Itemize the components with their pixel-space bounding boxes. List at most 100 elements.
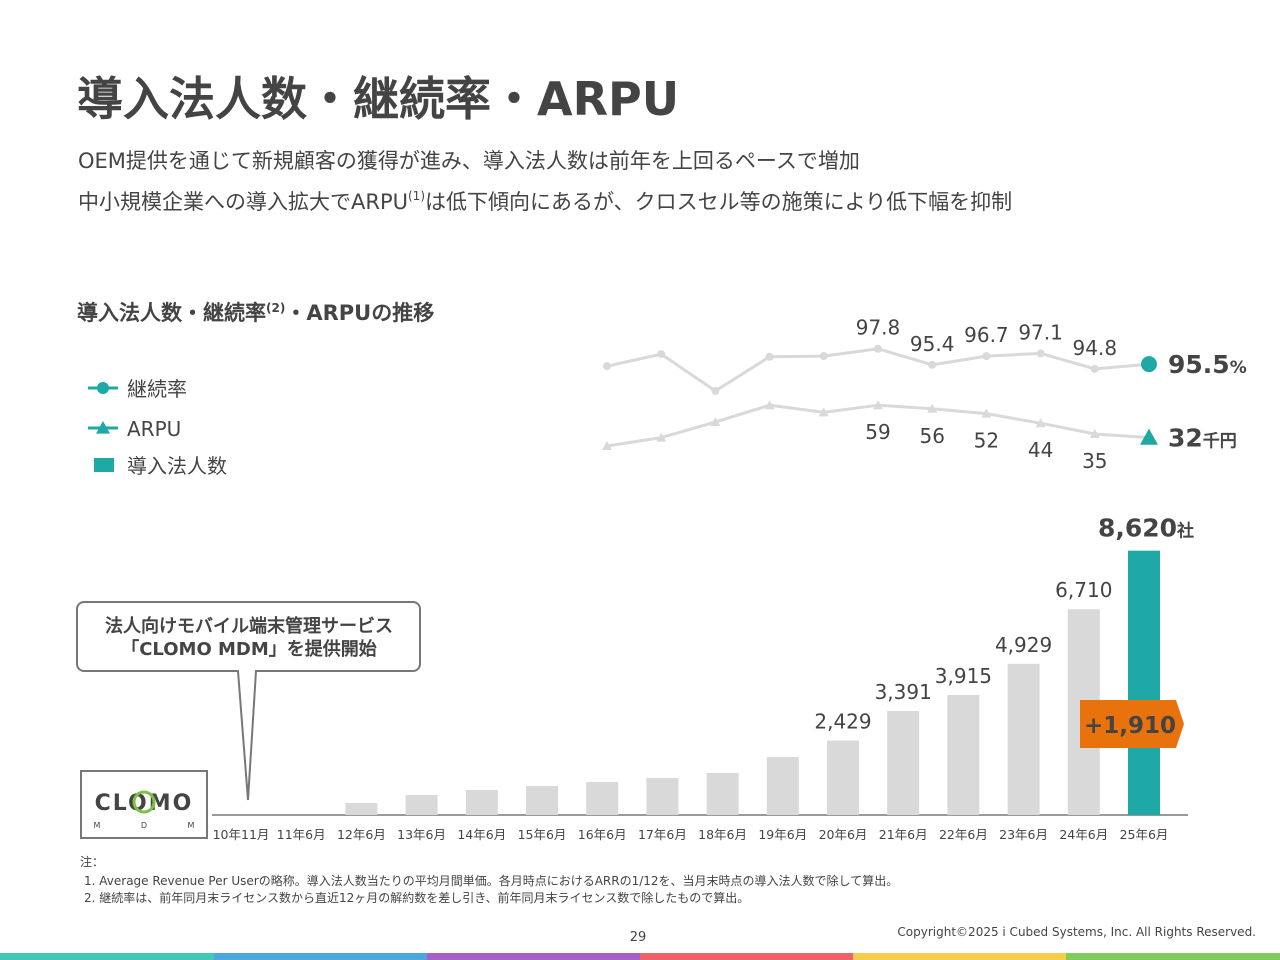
- marker: [657, 350, 666, 359]
- marker: [928, 360, 937, 369]
- logo-letter: M: [188, 821, 195, 830]
- marker: [1089, 429, 1100, 438]
- legend-label: 導入法人数: [127, 454, 227, 478]
- bar: [766, 757, 799, 815]
- marker: [927, 403, 938, 413]
- bar: [887, 711, 920, 815]
- marker: [602, 441, 612, 450]
- line-value-label: 35: [1082, 449, 1107, 473]
- bar: [345, 803, 378, 815]
- x-tick-label: 17年6月: [638, 827, 687, 842]
- stripe: [427, 953, 640, 960]
- marker: [1035, 418, 1046, 428]
- x-tick-label: 11年6月: [277, 827, 326, 842]
- logo-box: [80, 770, 208, 839]
- bar: [586, 782, 619, 815]
- bar-value-label: 8,620社: [1098, 514, 1194, 543]
- x-tick-label: 24年6月: [1059, 827, 1108, 842]
- subtitle-line: 中小規模企業への導入拡大でARPU(1)は低下傾向にあるが、クロスセル等の施策に…: [78, 189, 1012, 214]
- annotation-box: [1080, 700, 1184, 748]
- line-value-label: 97.1: [1018, 320, 1063, 344]
- bar: [646, 778, 679, 815]
- x-tick-label: 10年11月: [213, 827, 270, 842]
- logo-ring: [132, 790, 156, 814]
- marker: [1140, 428, 1158, 445]
- line-value-label: 59: [865, 420, 890, 444]
- superscript: (1): [408, 189, 425, 203]
- line-value-label: 52: [974, 429, 999, 453]
- chart-title: 導入法人数・継続率(2)・ARPUの推移: [77, 301, 434, 325]
- line-value-label: 97.8: [856, 316, 901, 340]
- marker: [1036, 349, 1045, 358]
- plot: 10年11月 11年6月 12年6月 13年6月 14年6月 15年6月 16年6月 17年6…: [88, 316, 1247, 842]
- legend-marker: [96, 421, 110, 434]
- line-value-label: 95.4: [910, 332, 955, 356]
- x-tick-label: 13年6月: [397, 827, 446, 842]
- bar-value-label: 3,915: [935, 664, 992, 688]
- bar-value-label: 2,429: [814, 710, 871, 734]
- callout-text: 「CLOMO MDM」を提供開始: [121, 638, 377, 660]
- stripe: [853, 953, 1066, 960]
- line-value-label: 56: [919, 424, 944, 448]
- marker: [764, 400, 775, 410]
- marker: [603, 362, 611, 371]
- value: 8,620: [1098, 514, 1177, 543]
- superscript: (2): [266, 301, 285, 315]
- bar: [827, 740, 859, 815]
- subtitle-line: OEM提供を通じて新規顧客の獲得が進み、導入法人数は前年を上回るペースで増加: [78, 149, 860, 173]
- unit: 社: [1176, 521, 1194, 542]
- x-tick-label: 19年6月: [758, 827, 807, 842]
- bar: [405, 795, 438, 815]
- marker: [1090, 364, 1099, 373]
- bar: [465, 790, 498, 815]
- bar-value-label: 4,929: [995, 633, 1052, 657]
- bar: [706, 772, 739, 815]
- bar: [947, 694, 980, 815]
- title: 導入法人数・継続率・ARPU: [77, 72, 679, 126]
- x-tick-label: 14年6月: [457, 827, 506, 842]
- text: 導入法人数・継続率: [77, 301, 266, 325]
- marker: [710, 417, 721, 426]
- callout-box: [76, 601, 421, 801]
- marker: [874, 344, 882, 353]
- logo-letter: M: [94, 821, 101, 830]
- stripe: [214, 953, 427, 960]
- value: 32: [1168, 424, 1203, 453]
- stripe: [0, 953, 214, 960]
- line-value-label: 44: [1028, 438, 1053, 462]
- legend-label: 継続率: [127, 377, 187, 401]
- x-tick-label: 18年6月: [698, 827, 747, 842]
- x-tick-label: 21年6月: [879, 827, 928, 842]
- text: は低下傾向にあるが、クロスセル等の施策により低下幅を抑制: [425, 190, 1012, 214]
- x-tick-label: 16年6月: [578, 827, 627, 842]
- stripe: [640, 953, 853, 960]
- logo-letter: D: [141, 821, 147, 830]
- unit: %: [1230, 358, 1247, 378]
- x-tick-label: 20年6月: [819, 827, 868, 842]
- legend-label: ARPU: [127, 417, 181, 441]
- legend-marker: [97, 382, 109, 394]
- text: ・ARPUの推移: [285, 301, 434, 325]
- note: 1. Average Revenue Per Userの略称。導入法人数当たりの…: [84, 873, 898, 888]
- line-value-label: 96.7: [964, 323, 1009, 347]
- marker: [1141, 356, 1157, 373]
- bar: [1128, 550, 1160, 815]
- bar-value-label: 3,391: [875, 680, 932, 704]
- annotation: +1,910: [1084, 713, 1176, 739]
- marker: [819, 352, 828, 361]
- marker: [656, 432, 667, 442]
- x-tick-label: 25年6月: [1120, 827, 1169, 842]
- marker: [873, 400, 883, 410]
- legend-swatch: [94, 458, 114, 472]
- x-tick-label: 23年6月: [999, 827, 1048, 842]
- bar: [526, 786, 558, 815]
- marker: [818, 407, 829, 417]
- note: 2. 継続率は、前年同月末ライセンス数から直近12ヶ月の解約数を差し引き、前年同…: [84, 890, 749, 905]
- copyright: Copyright©2025 i Cubed Systems, Inc. All…: [897, 925, 1256, 939]
- line: [606, 347, 1150, 393]
- x-tick-label: 12年6月: [337, 827, 386, 842]
- x-tick-label: 22年6月: [939, 827, 988, 842]
- marker: [765, 352, 774, 361]
- bar-value-label: 6,710: [1055, 578, 1112, 602]
